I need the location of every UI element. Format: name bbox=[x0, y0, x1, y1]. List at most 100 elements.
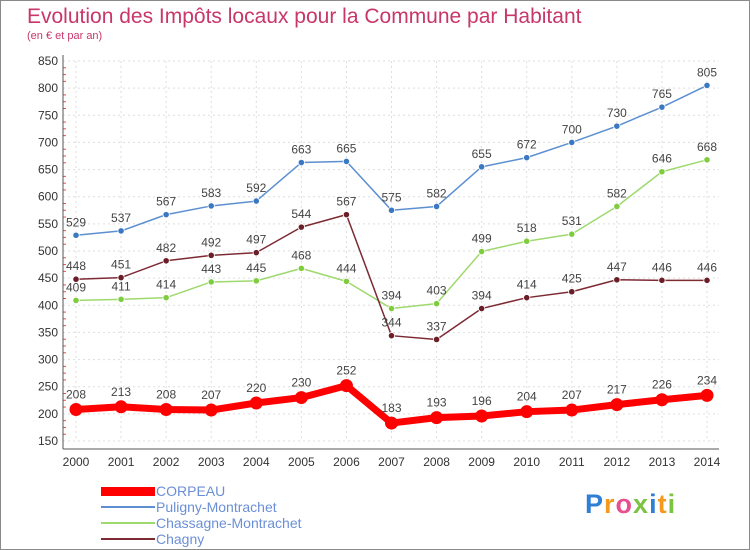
data-label-chagny: 492 bbox=[201, 235, 221, 249]
data-label-corpeau: 230 bbox=[291, 376, 311, 390]
y-tick-label: 350 bbox=[38, 325, 58, 339]
data-label-chagny: 497 bbox=[246, 233, 266, 247]
data-label-corpeau: 217 bbox=[607, 383, 627, 397]
chart-title: Evolution des Impôts locaux pour la Comm… bbox=[27, 5, 582, 28]
data-label-chassagne-montrachet: 518 bbox=[517, 221, 537, 235]
data-point-chassagne-montrachet bbox=[432, 300, 441, 308]
y-tick-label: 450 bbox=[38, 271, 58, 285]
y-tick-label: 750 bbox=[38, 108, 58, 122]
data-label-puligny-montrachet: 700 bbox=[562, 122, 582, 136]
x-tick-label: 2010 bbox=[513, 455, 540, 469]
data-point-corpeau bbox=[385, 416, 398, 430]
data-point-chassagne-montrachet bbox=[703, 156, 711, 164]
data-point-chassagne-montrachet bbox=[297, 264, 305, 272]
data-point-chagny bbox=[658, 276, 666, 284]
data-label-corpeau: 207 bbox=[562, 388, 582, 402]
data-point-chassagne-montrachet bbox=[613, 202, 621, 211]
y-tick-label: 200 bbox=[38, 407, 58, 421]
data-label-chassagne-montrachet: 394 bbox=[381, 289, 401, 303]
data-point-chagny bbox=[523, 294, 531, 302]
x-tick-label: 2009 bbox=[468, 455, 495, 469]
data-point-chagny bbox=[342, 211, 351, 219]
data-point-corpeau bbox=[565, 403, 579, 417]
data-label-puligny-montrachet: 537 bbox=[111, 211, 131, 225]
logo-letter: r bbox=[604, 489, 616, 519]
data-label-corpeau: 213 bbox=[111, 385, 131, 399]
data-point-puligny-montrachet bbox=[342, 157, 351, 166]
data-label-chagny: 344 bbox=[381, 316, 401, 330]
x-tick-label: 2007 bbox=[378, 455, 405, 469]
proxiti-logo: Proxiti bbox=[585, 489, 676, 520]
logo-letter: o bbox=[615, 489, 634, 519]
data-point-chagny bbox=[613, 276, 621, 284]
data-point-chassagne-montrachet bbox=[523, 237, 531, 245]
data-point-chagny bbox=[703, 276, 711, 284]
legend-label: CORPEAU bbox=[156, 483, 226, 499]
data-label-chassagne-montrachet: 414 bbox=[156, 278, 176, 292]
data-point-puligny-montrachet bbox=[658, 103, 666, 111]
data-label-puligny-montrachet: 765 bbox=[652, 87, 672, 101]
legend-label: Chagny bbox=[156, 531, 205, 547]
data-point-chassagne-montrachet bbox=[478, 247, 486, 256]
x-tick-label: 2004 bbox=[243, 455, 270, 469]
legend-label: Puligny-Montrachet bbox=[156, 499, 277, 515]
data-label-corpeau: 252 bbox=[336, 364, 356, 378]
data-point-puligny-montrachet bbox=[117, 227, 125, 235]
data-point-chagny bbox=[117, 273, 125, 282]
data-point-corpeau bbox=[430, 411, 444, 425]
data-point-corpeau bbox=[655, 393, 669, 407]
logo-letter: i bbox=[649, 489, 658, 519]
data-point-puligny-montrachet bbox=[703, 81, 711, 90]
data-point-corpeau bbox=[114, 400, 128, 414]
data-label-chagny: 544 bbox=[291, 207, 311, 221]
legend-label: Chassagne-Montrachet bbox=[156, 515, 302, 531]
x-tick-label: 2008 bbox=[423, 455, 450, 469]
x-tick-label: 2006 bbox=[333, 455, 360, 469]
data-label-puligny-montrachet: 582 bbox=[427, 186, 447, 200]
data-label-chassagne-montrachet: 646 bbox=[652, 152, 672, 166]
data-label-corpeau: 234 bbox=[697, 373, 717, 387]
x-tick-label: 2012 bbox=[604, 455, 631, 469]
data-point-corpeau bbox=[204, 403, 218, 417]
data-label-chassagne-montrachet: 444 bbox=[336, 261, 356, 275]
logo-letter: P bbox=[585, 489, 605, 519]
data-label-chassagne-montrachet: 531 bbox=[562, 214, 582, 228]
x-tick-label: 2013 bbox=[649, 455, 676, 469]
data-point-corpeau bbox=[249, 396, 263, 410]
logo-letter: t bbox=[657, 489, 668, 519]
y-tick-label: 150 bbox=[38, 434, 58, 448]
data-label-chassagne-montrachet: 411 bbox=[112, 279, 131, 293]
data-label-puligny-montrachet: 730 bbox=[607, 106, 627, 120]
data-point-puligny-montrachet bbox=[72, 231, 80, 239]
data-point-chagny bbox=[568, 288, 576, 296]
data-point-chagny bbox=[432, 335, 441, 344]
series-lines bbox=[69, 81, 714, 430]
data-point-puligny-montrachet bbox=[432, 202, 441, 211]
data-point-chagny bbox=[252, 249, 260, 257]
data-label-chassagne-montrachet: 445 bbox=[246, 261, 266, 275]
data-point-puligny-montrachet bbox=[297, 158, 305, 167]
data-label-puligny-montrachet: 529 bbox=[66, 215, 86, 229]
data-label-puligny-montrachet: 592 bbox=[246, 181, 266, 195]
data-label-chagny: 414 bbox=[517, 278, 537, 292]
data-point-chagny bbox=[72, 275, 80, 283]
x-tick-label: 2000 bbox=[63, 455, 90, 469]
x-tick-label: 2005 bbox=[288, 455, 315, 469]
data-label-corpeau: 207 bbox=[201, 388, 221, 402]
data-point-chassagne-montrachet bbox=[342, 277, 351, 285]
data-label-chagny: 567 bbox=[336, 195, 356, 209]
data-label-chagny: 447 bbox=[607, 260, 627, 274]
data-label-chagny: 448 bbox=[66, 259, 86, 273]
data-point-puligny-montrachet bbox=[162, 211, 170, 219]
data-point-corpeau bbox=[159, 403, 173, 417]
data-point-chagny bbox=[297, 223, 305, 231]
data-label-puligny-montrachet: 583 bbox=[201, 186, 221, 200]
data-point-corpeau bbox=[520, 405, 534, 419]
data-labels: 529 537 567 583 592 663 665 575 582 655 672 700 730 7… bbox=[66, 65, 717, 415]
x-tick-label: 2011 bbox=[559, 455, 585, 469]
data-label-chagny: 482 bbox=[156, 241, 176, 255]
data-label-chassagne-montrachet: 403 bbox=[427, 284, 447, 298]
data-label-chagny: 425 bbox=[562, 272, 582, 286]
